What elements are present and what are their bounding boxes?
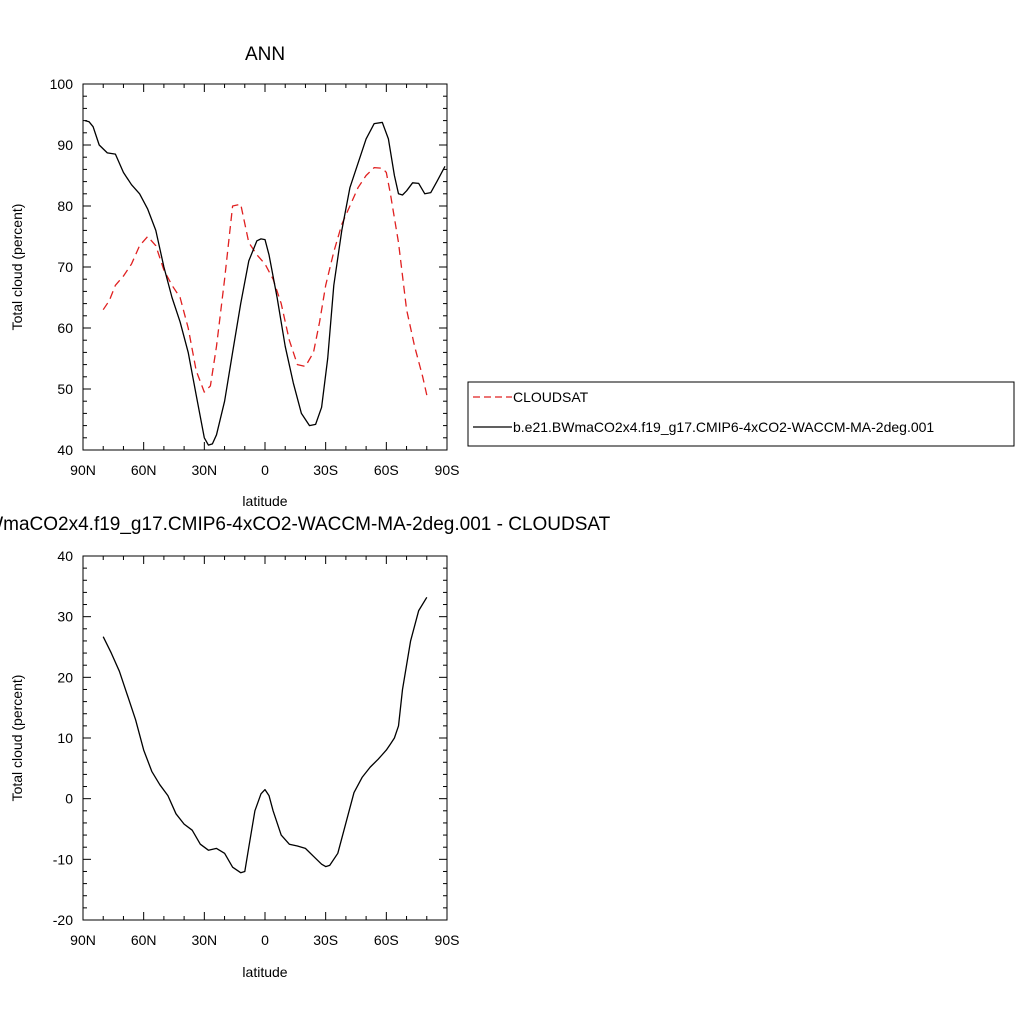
chart-title-bottom: b.e21.BWmaCO2x4.f19_g17.CMIP6-4xCO2-WACC…: [0, 514, 611, 535]
chart-panel-top: ANN 90N 60N 30N 0 30S 60S 90S 40 50 60 70 80 90 100 l…: [9, 44, 1015, 509]
y-tick-label-bottom: -20: [53, 912, 73, 928]
x-tick-label-bottom: 60S: [374, 932, 399, 948]
y-tick-label-top: 50: [57, 381, 73, 397]
y-tick-label-bottom: 10: [57, 730, 73, 746]
y-axis-label-bottom: Total cloud (percent): [9, 675, 25, 802]
x-tick-label-bottom: 0: [261, 932, 269, 948]
y-tick-label-bottom: 0: [65, 791, 73, 807]
y-tick-label-top: 80: [57, 198, 73, 214]
y-tick-label-top: 90: [57, 137, 73, 153]
x-tick-label-top: 90S: [435, 462, 460, 478]
series-line-top-cloudsat: [102, 166, 428, 396]
tick-layer-top: 90N 60N 30N 0 30S 60S 90S 40 50 60 70 80 90 100: [50, 76, 460, 478]
x-axis-label-bottom: latitude: [242, 964, 287, 980]
x-tick-label-bottom: 60N: [131, 932, 157, 948]
legend-label-model: b.e21.BWmaCO2x4.f19_g17.CMIP6-4xCO2-WACC…: [513, 419, 934, 435]
x-tick-label-top: 0: [261, 462, 269, 478]
x-axis-label-top: latitude: [242, 493, 287, 509]
y-tick-label-bottom: 30: [57, 609, 73, 625]
x-tick-label-top: 30N: [191, 462, 217, 478]
y-axis-label-top: Total cloud (percent): [9, 204, 25, 331]
plot-frame-bottom: [82, 555, 448, 921]
x-tick-label-top: 30S: [313, 462, 338, 478]
x-tick-label-top: 60N: [131, 462, 157, 478]
x-tick-label-bottom: 30S: [313, 932, 338, 948]
series-line-top-b-e21-bwmaco2x4-f19-: [84, 119, 446, 446]
y-tick-label-bottom: 20: [57, 669, 73, 685]
y-tick-label-top: 40: [57, 442, 73, 458]
x-tick-label-top: 90N: [70, 462, 96, 478]
legend-label-cloudsat: CLOUDSAT: [513, 389, 589, 405]
series-line-bottom-1: [102, 596, 428, 874]
chart-title-top: ANN: [245, 44, 285, 65]
plot-frame-top: [82, 83, 448, 451]
tick-layer-bottom: 90N 60N 30N 0 30S 60S 90S -20 -10 0 10 20 30 40: [53, 548, 460, 948]
y-tick-label-top: 60: [57, 320, 73, 336]
y-tick-label-top: 100: [50, 76, 74, 92]
x-tick-label-bottom: 90S: [435, 932, 460, 948]
legend-box: [467, 381, 1015, 447]
x-tick-label-bottom: 30N: [191, 932, 217, 948]
x-tick-label-top: 60S: [374, 462, 399, 478]
y-tick-label-bottom: 40: [57, 548, 73, 564]
y-tick-label-top: 70: [57, 259, 73, 275]
y-tick-label-bottom: -10: [53, 851, 73, 867]
chart-panel-bottom: b.e21.BWmaCO2x4.f19_g17.CMIP6-4xCO2-WACC…: [0, 514, 611, 980]
x-tick-label-bottom: 90N: [70, 932, 96, 948]
series-layer-bottom: [102, 596, 428, 874]
legend: CLOUDSAT b.e21.BWmaCO2x4.f19_g17.CMIP6-4…: [467, 381, 1015, 447]
series-layer-top: [84, 119, 446, 446]
